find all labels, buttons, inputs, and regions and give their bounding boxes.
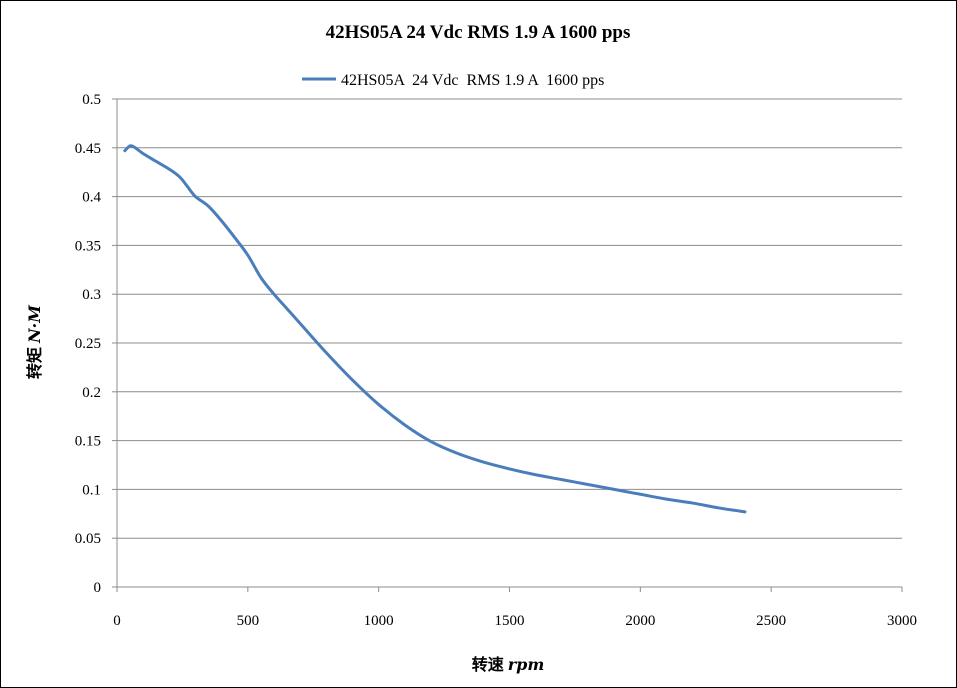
y-tick-label-10: 0.5 (82, 92, 101, 108)
y-tick-label-9: 0.45 (75, 141, 101, 157)
y-tick-label-4: 0.2 (82, 385, 101, 401)
y-tick-label-3: 0.15 (75, 434, 101, 450)
x-axis-label-unit: rpm (508, 655, 545, 674)
y-tick-labels: 0 0.05 0.1 0.15 0.2 0.25 0.3 0.35 0.4 0.45 0.5 (75, 92, 102, 596)
y-tick-label-0: 0 (94, 580, 102, 596)
series-line-0 (123, 144, 747, 514)
x-tick-label-3: 1500 (495, 613, 525, 629)
y-tick-label-2: 0.1 (82, 482, 101, 498)
x-tick-label-2: 1000 (364, 613, 394, 629)
y-tick-label-6: 0.3 (82, 287, 101, 303)
y-tick-label-7: 0.35 (75, 238, 101, 254)
x-tick-labels: 0 500 1000 1500 2000 2500 3000 (113, 613, 917, 629)
chart-title: 42HS05A 24 Vdc RMS 1.9 A 1600 pps (326, 22, 631, 43)
y-axis-label: 转矩 N·M (25, 304, 44, 379)
y-tick-label-5: 0.25 (75, 336, 101, 352)
x-tick-label-1: 500 (237, 613, 260, 629)
y-axis-label-unit: N·M (25, 304, 44, 344)
gridlines (117, 98, 902, 539)
x-tick-label-5: 2500 (756, 613, 786, 629)
y-axis-label-text: 转矩 (25, 347, 44, 379)
x-axis-label: 转速 rpm (472, 655, 545, 674)
x-tick-label-4: 2000 (625, 613, 655, 629)
y-tick-label-8: 0.4 (82, 190, 101, 206)
y-tick-label-1: 0.05 (75, 531, 101, 547)
axes (112, 98, 903, 592)
x-tick-label-0: 0 (113, 613, 121, 629)
legend: 42HS05A 24 Vdc RMS 1.9 A 1600 pps (302, 72, 604, 89)
x-tick-label-6: 3000 (887, 613, 917, 629)
x-axis-label-text: 转速 (472, 655, 504, 674)
series-layer (123, 144, 747, 514)
legend-label: 42HS05A 24 Vdc RMS 1.9 A 1600 pps (341, 72, 604, 89)
